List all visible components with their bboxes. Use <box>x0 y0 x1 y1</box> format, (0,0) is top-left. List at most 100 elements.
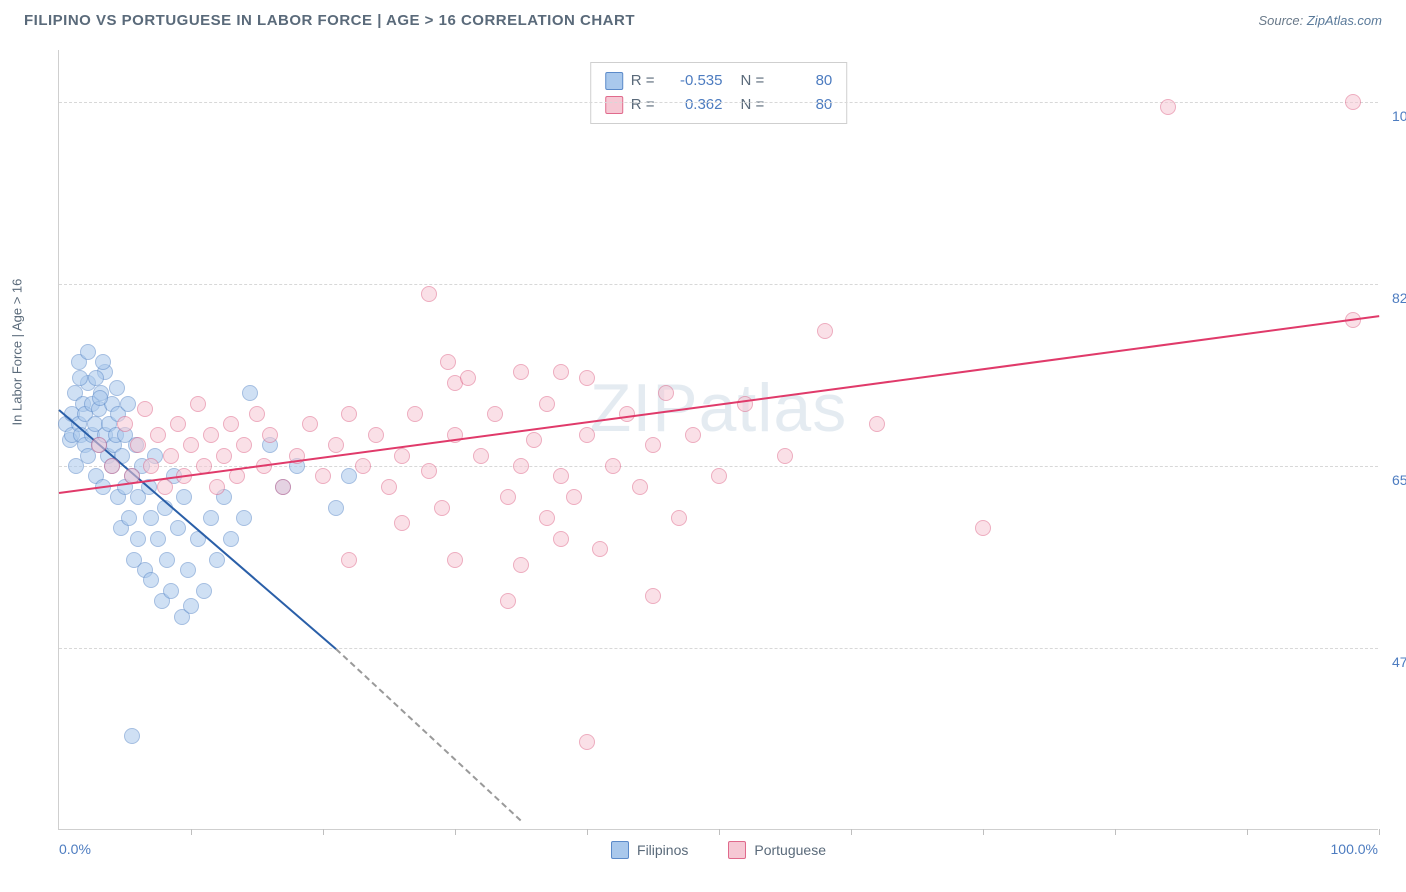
x-tick <box>851 829 852 835</box>
scatter-point <box>117 416 133 432</box>
y-tick-label: 82.5% <box>1384 290 1406 306</box>
scatter-point <box>658 385 674 401</box>
scatter-point <box>645 437 661 453</box>
scatter-point <box>91 437 107 453</box>
x-tick <box>455 829 456 835</box>
x-tick <box>191 829 192 835</box>
x-tick <box>1247 829 1248 835</box>
scatter-point <box>150 531 166 547</box>
x-tick <box>983 829 984 835</box>
scatter-point <box>619 406 635 422</box>
scatter-point <box>302 416 318 432</box>
scatter-point <box>170 520 186 536</box>
r-value: 0.362 <box>663 93 723 117</box>
scatter-point <box>1345 94 1361 110</box>
scatter-point <box>566 489 582 505</box>
scatter-point <box>183 437 199 453</box>
scatter-point <box>421 286 437 302</box>
scatter-point <box>223 416 239 432</box>
x-tick <box>719 829 720 835</box>
scatter-point <box>407 406 423 422</box>
scatter-point <box>553 468 569 484</box>
scatter-point <box>394 448 410 464</box>
scatter-point <box>157 479 173 495</box>
r-label: R = <box>631 93 655 117</box>
scatter-point <box>209 552 225 568</box>
scatter-point <box>203 510 219 526</box>
scatter-point <box>216 448 232 464</box>
scatter-point <box>434 500 450 516</box>
scatter-point <box>92 390 108 406</box>
scatter-point <box>579 427 595 443</box>
scatter-point <box>539 510 555 526</box>
legend-swatch <box>728 841 746 859</box>
scatter-point <box>341 468 357 484</box>
n-label: N = <box>741 69 765 93</box>
scatter-point <box>88 370 104 386</box>
scatter-point <box>95 354 111 370</box>
scatter-point <box>275 479 291 495</box>
scatter-point <box>605 458 621 474</box>
scatter-point <box>579 370 595 386</box>
scatter-point <box>143 458 159 474</box>
scatter-point <box>500 593 516 609</box>
scatter-point <box>242 385 258 401</box>
scatter-point <box>579 734 595 750</box>
scatter-point <box>381 479 397 495</box>
scatter-point <box>80 344 96 360</box>
correlation-legend: R =-0.535N =80R =0.362N =80 <box>590 62 848 124</box>
scatter-point <box>447 552 463 568</box>
scatter-point <box>553 364 569 380</box>
scatter-point <box>460 370 476 386</box>
scatter-point <box>355 458 371 474</box>
scatter-point <box>341 406 357 422</box>
scatter-point <box>176 489 192 505</box>
n-label: N = <box>741 93 765 117</box>
scatter-point <box>180 562 196 578</box>
scatter-point <box>711 468 727 484</box>
chart-title: FILIPINO VS PORTUGUESE IN LABOR FORCE | … <box>24 12 635 29</box>
scatter-point <box>120 396 136 412</box>
scatter-point <box>104 458 120 474</box>
source-prefix: Source: <box>1258 13 1306 28</box>
scatter-point <box>150 427 166 443</box>
legend-swatch <box>611 841 629 859</box>
series-legend: FilipinosPortuguese <box>59 841 1378 859</box>
x-tick <box>1115 829 1116 835</box>
scatter-point <box>328 437 344 453</box>
scatter-point <box>421 463 437 479</box>
scatter-point <box>236 437 252 453</box>
r-label: R = <box>631 69 655 93</box>
scatter-point <box>209 479 225 495</box>
scatter-point <box>817 323 833 339</box>
scatter-point <box>487 406 503 422</box>
scatter-point <box>368 427 384 443</box>
legend-entry: Portuguese <box>728 841 826 859</box>
scatter-point <box>500 489 516 505</box>
scatter-point <box>632 479 648 495</box>
trend-line-dashed <box>336 648 522 821</box>
scatter-point <box>315 468 331 484</box>
x-tick <box>587 829 588 835</box>
scatter-point <box>159 552 175 568</box>
scatter-point <box>645 588 661 604</box>
source-link[interactable]: ZipAtlas.com <box>1307 13 1382 28</box>
scatter-point <box>196 583 212 599</box>
scatter-point <box>143 572 159 588</box>
scatter-point <box>190 396 206 412</box>
scatter-point <box>394 515 410 531</box>
scatter-point <box>539 396 555 412</box>
scatter-point <box>473 448 489 464</box>
scatter-point <box>183 598 199 614</box>
scatter-point <box>143 510 159 526</box>
scatter-point <box>130 531 146 547</box>
y-tick-label: 65.0% <box>1384 472 1406 488</box>
scatter-point <box>592 541 608 557</box>
scatter-point <box>249 406 265 422</box>
scatter-point <box>869 416 885 432</box>
gridline <box>59 648 1378 649</box>
gridline <box>59 284 1378 285</box>
scatter-point <box>440 354 456 370</box>
legend-swatch <box>605 72 623 90</box>
n-value: 80 <box>772 93 832 117</box>
